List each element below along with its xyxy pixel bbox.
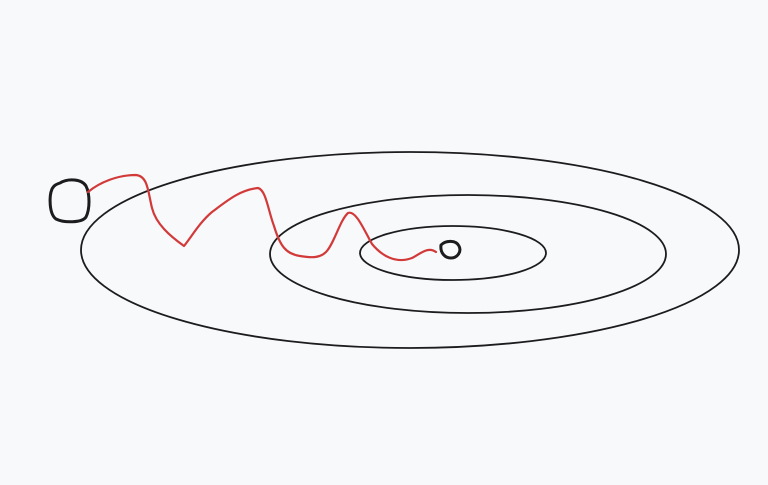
end-point bbox=[439, 239, 462, 260]
start-point bbox=[48, 178, 91, 224]
contour-outer bbox=[80, 151, 740, 349]
descent-path bbox=[86, 173, 438, 262]
contour-middle bbox=[269, 194, 667, 314]
contour-inner bbox=[359, 225, 547, 281]
